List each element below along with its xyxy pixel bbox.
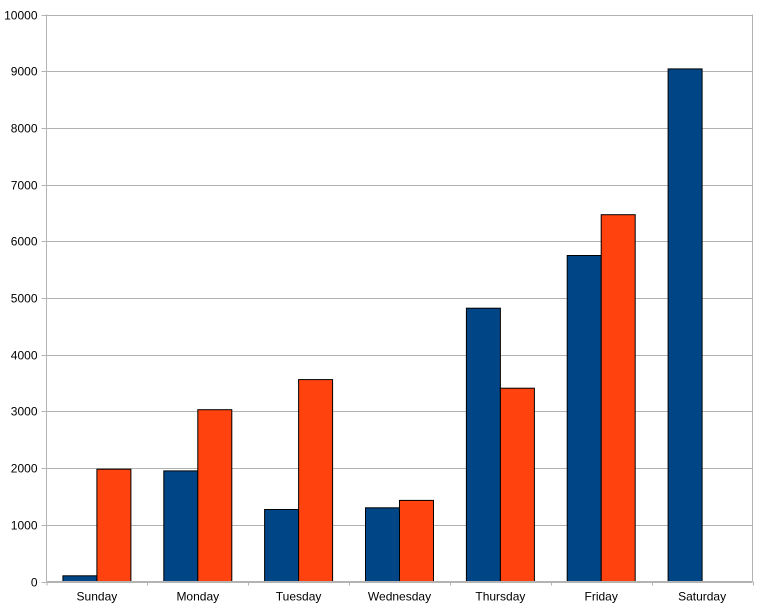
bar-series-1-sunday xyxy=(62,575,98,582)
bar-series-2-friday xyxy=(600,214,636,582)
y-axis-tick-label: 0 xyxy=(31,576,38,590)
y-axis-tick-label: 2000 xyxy=(11,462,38,476)
y-axis-tick-label: 1000 xyxy=(11,519,38,533)
bar-series-2-monday xyxy=(197,409,233,583)
x-axis-category-label: Saturday xyxy=(678,590,726,604)
x-axis-category-label: Tuesday xyxy=(276,590,322,604)
bar-series-1-monday xyxy=(163,470,199,582)
bar-series-2-tuesday xyxy=(298,379,334,582)
bar-series-2-thursday xyxy=(499,387,535,583)
y-axis-tick-label: 8000 xyxy=(11,122,38,136)
y-axis-tick-label: 3000 xyxy=(11,405,38,419)
bar-series-1-wednesday xyxy=(365,507,400,582)
bar-series-2-wednesday xyxy=(399,499,434,582)
bar-series-2-sunday xyxy=(96,468,132,583)
y-axis-tick-label: 10000 xyxy=(4,9,38,23)
bar-series-1-thursday xyxy=(465,307,501,582)
y-axis-tick-label: 6000 xyxy=(11,235,38,249)
y-axis-tick-label: 9000 xyxy=(11,65,38,79)
x-axis-category-label: Sunday xyxy=(77,590,118,604)
bar-series-1-saturday xyxy=(667,68,703,582)
x-axis-category-label: Thursday xyxy=(475,590,525,604)
bar-series-1-tuesday xyxy=(264,509,300,582)
x-axis-category-label: Friday xyxy=(585,590,618,604)
y-axis-tick-label: 5000 xyxy=(11,292,38,306)
y-axis-tick-label: 4000 xyxy=(11,349,38,363)
bar-series-1-friday xyxy=(566,255,602,582)
x-axis-category-label: Monday xyxy=(176,590,219,604)
x-axis-category-label: Wednesday xyxy=(368,590,431,604)
y-axis-tick-label: 7000 xyxy=(11,179,38,193)
